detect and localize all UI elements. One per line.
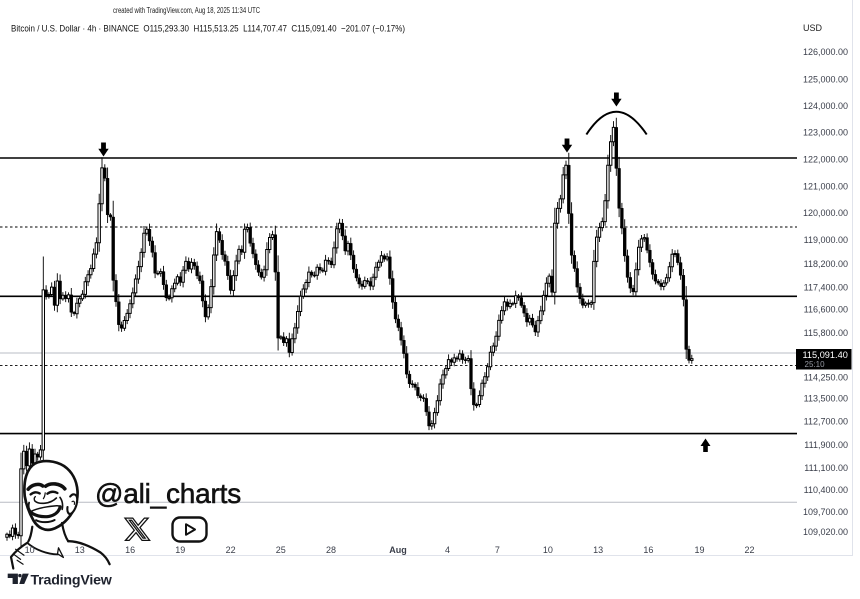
svg-text:USD: USD (803, 23, 823, 33)
svg-text:TradingView: TradingView (31, 573, 113, 589)
svg-text:112,700.00: 112,700.00 (804, 417, 848, 427)
svg-text:120,000.00: 120,000.00 (803, 208, 848, 218)
svg-text:@ali_charts: @ali_charts (95, 478, 241, 509)
svg-text:19: 19 (694, 545, 704, 555)
svg-text:113,500.00: 113,500.00 (804, 394, 848, 404)
svg-text:16: 16 (125, 545, 135, 555)
svg-text:created with TradingView.com,: created with TradingView.com, Aug 18, 20… (113, 6, 260, 15)
svg-text:22: 22 (226, 545, 236, 555)
svg-text:111,900.00: 111,900.00 (804, 440, 848, 450)
svg-text:115,091.40: 115,091.40 (803, 350, 848, 360)
svg-text:119,000.00: 119,000.00 (804, 235, 848, 245)
svg-text:115,800.00: 115,800.00 (804, 328, 848, 338)
svg-text:Aug: Aug (389, 545, 407, 555)
svg-text:111,100.00: 111,100.00 (804, 463, 848, 473)
svg-text:118,200.00: 118,200.00 (804, 259, 848, 269)
svg-text:19: 19 (175, 545, 185, 555)
svg-text:28: 28 (326, 545, 336, 555)
svg-text:122,000.00: 122,000.00 (803, 155, 848, 165)
svg-text:126,000.00: 126,000.00 (803, 47, 848, 57)
svg-text:10: 10 (543, 545, 553, 555)
svg-text:22: 22 (744, 545, 754, 555)
svg-text:13: 13 (75, 545, 85, 555)
svg-text:121,000.00: 121,000.00 (803, 182, 848, 192)
svg-text:25:10: 25:10 (805, 360, 826, 369)
svg-text:109,700.00: 109,700.00 (803, 507, 848, 517)
svg-text:Bitcoin / U.S. Dollar · 4h · B: Bitcoin / U.S. Dollar · 4h · BINANCE O11… (11, 24, 405, 34)
svg-text:123,000.00: 123,000.00 (803, 128, 848, 138)
svg-text:25: 25 (276, 545, 286, 555)
svg-text:117,400.00: 117,400.00 (804, 283, 848, 293)
svg-text:116,600.00: 116,600.00 (804, 305, 848, 315)
svg-text:110,400.00: 110,400.00 (804, 485, 848, 495)
svg-text:16: 16 (643, 545, 653, 555)
svg-text:114,250.00: 114,250.00 (804, 373, 848, 383)
svg-text:10: 10 (25, 545, 35, 555)
svg-text:4: 4 (445, 545, 450, 555)
svg-text:124,000.00: 124,000.00 (803, 101, 848, 111)
svg-text:7: 7 (495, 545, 500, 555)
svg-text:109,020.00: 109,020.00 (803, 527, 848, 537)
svg-text:13: 13 (593, 545, 603, 555)
svg-text:125,000.00: 125,000.00 (803, 75, 848, 85)
